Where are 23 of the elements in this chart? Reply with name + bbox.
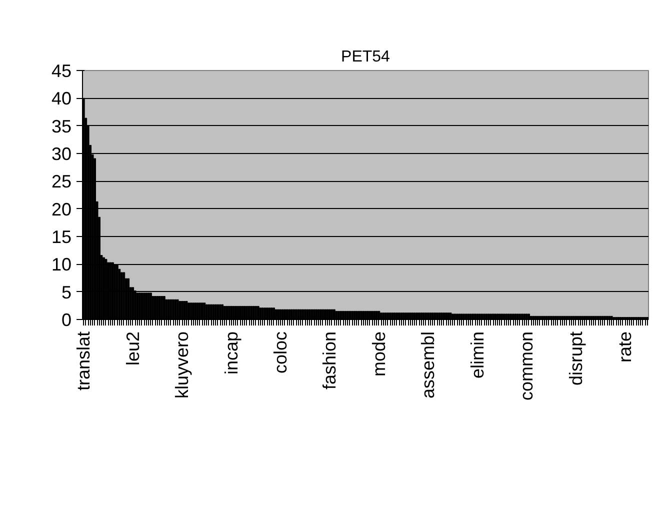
y-tick-label: 15 (51, 227, 72, 247)
x-tick-label: leu2 (122, 332, 143, 366)
x-tick-label: incap (221, 332, 242, 375)
y-tick-label: 25 (51, 172, 72, 192)
x-tick-label: kluyvero (172, 331, 192, 399)
x-tick-label: assembl (418, 331, 438, 399)
x-tick-label: mode (368, 331, 389, 377)
y-tick-label: 10 (51, 254, 72, 275)
chart-title: PET54 (341, 48, 390, 66)
x-tick-label: disrupt (566, 331, 586, 386)
x-tick-label: fashion (320, 331, 340, 390)
y-tick-label: 35 (51, 116, 72, 136)
x-tick-label: rate (615, 331, 636, 363)
x-tick-label: elimin (467, 331, 488, 379)
x-tick-label: translat (74, 331, 94, 391)
y-tick-label: 45 (51, 61, 72, 81)
y-tick-label: 40 (51, 88, 72, 109)
y-tick-label: 0 (61, 310, 72, 330)
y-tick-label: 20 (51, 199, 72, 220)
x-tick-label: coloc (270, 331, 290, 374)
x-tick-label: common (516, 331, 537, 401)
y-tick-label: 5 (61, 282, 72, 302)
y-tick-label: 30 (51, 144, 72, 164)
